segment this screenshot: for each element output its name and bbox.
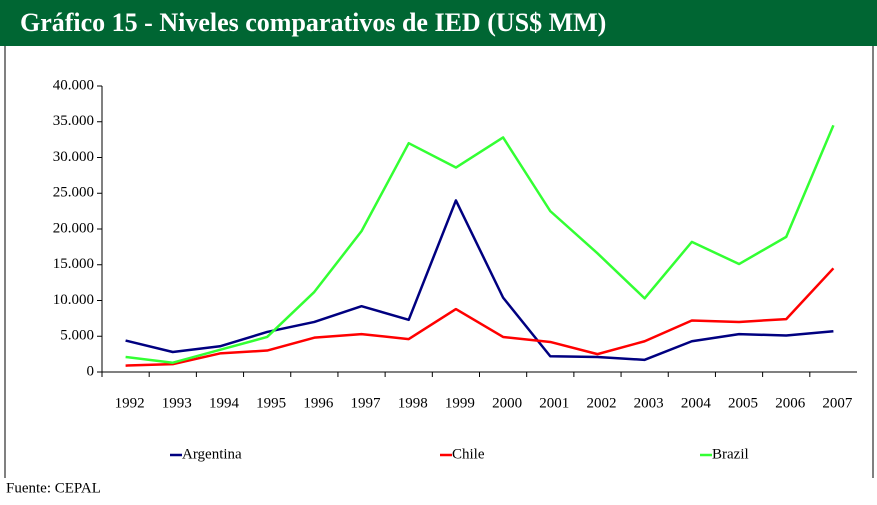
- x-tick-label: 1993: [162, 395, 192, 411]
- x-tick-label: 1996: [303, 395, 334, 411]
- x-tick-label: 2001: [539, 395, 569, 411]
- x-tick-label: 1999: [445, 395, 475, 411]
- x-tick-label: 2006: [775, 395, 806, 411]
- legend-label: Argentina: [182, 446, 242, 462]
- legend-label: Chile: [452, 446, 485, 462]
- x-tick-label: 2004: [681, 395, 712, 411]
- series-line: [125, 124, 835, 364]
- title-bar: [0, 0, 877, 46]
- series-line: [125, 199, 834, 362]
- x-tick-label: 2005: [728, 395, 758, 411]
- x-tick-label: 2007: [822, 395, 853, 411]
- y-tick-label: 20.000: [53, 220, 94, 236]
- y-tick-label: 15.000: [53, 256, 94, 272]
- y-tick-label: 25.000: [53, 185, 94, 201]
- y-tick-label: 40.000: [53, 77, 94, 93]
- x-tick-label: 1992: [115, 395, 145, 411]
- x-tick-label: 1995: [256, 395, 286, 411]
- x-tick-label: 1998: [398, 395, 428, 411]
- x-tick-label: 1994: [209, 395, 240, 411]
- series-line: [125, 267, 835, 367]
- source-note: Fuente: CEPAL: [6, 480, 101, 496]
- legend-label: Brazil: [712, 446, 749, 462]
- x-tick-label: 2002: [586, 395, 616, 411]
- x-tick-label: 1997: [351, 395, 382, 411]
- chart-title: Gráfico 15 - Niveles comparativos de IED…: [20, 8, 606, 37]
- x-tick-label: 2000: [492, 395, 522, 411]
- y-tick-label: 5.000: [60, 328, 94, 344]
- y-tick-label: 35.000: [53, 113, 94, 129]
- x-tick-label: 2003: [634, 395, 664, 411]
- y-tick-label: 30.000: [53, 149, 94, 165]
- y-tick-label: 10.000: [53, 292, 94, 308]
- y-tick-label: 0: [87, 363, 95, 379]
